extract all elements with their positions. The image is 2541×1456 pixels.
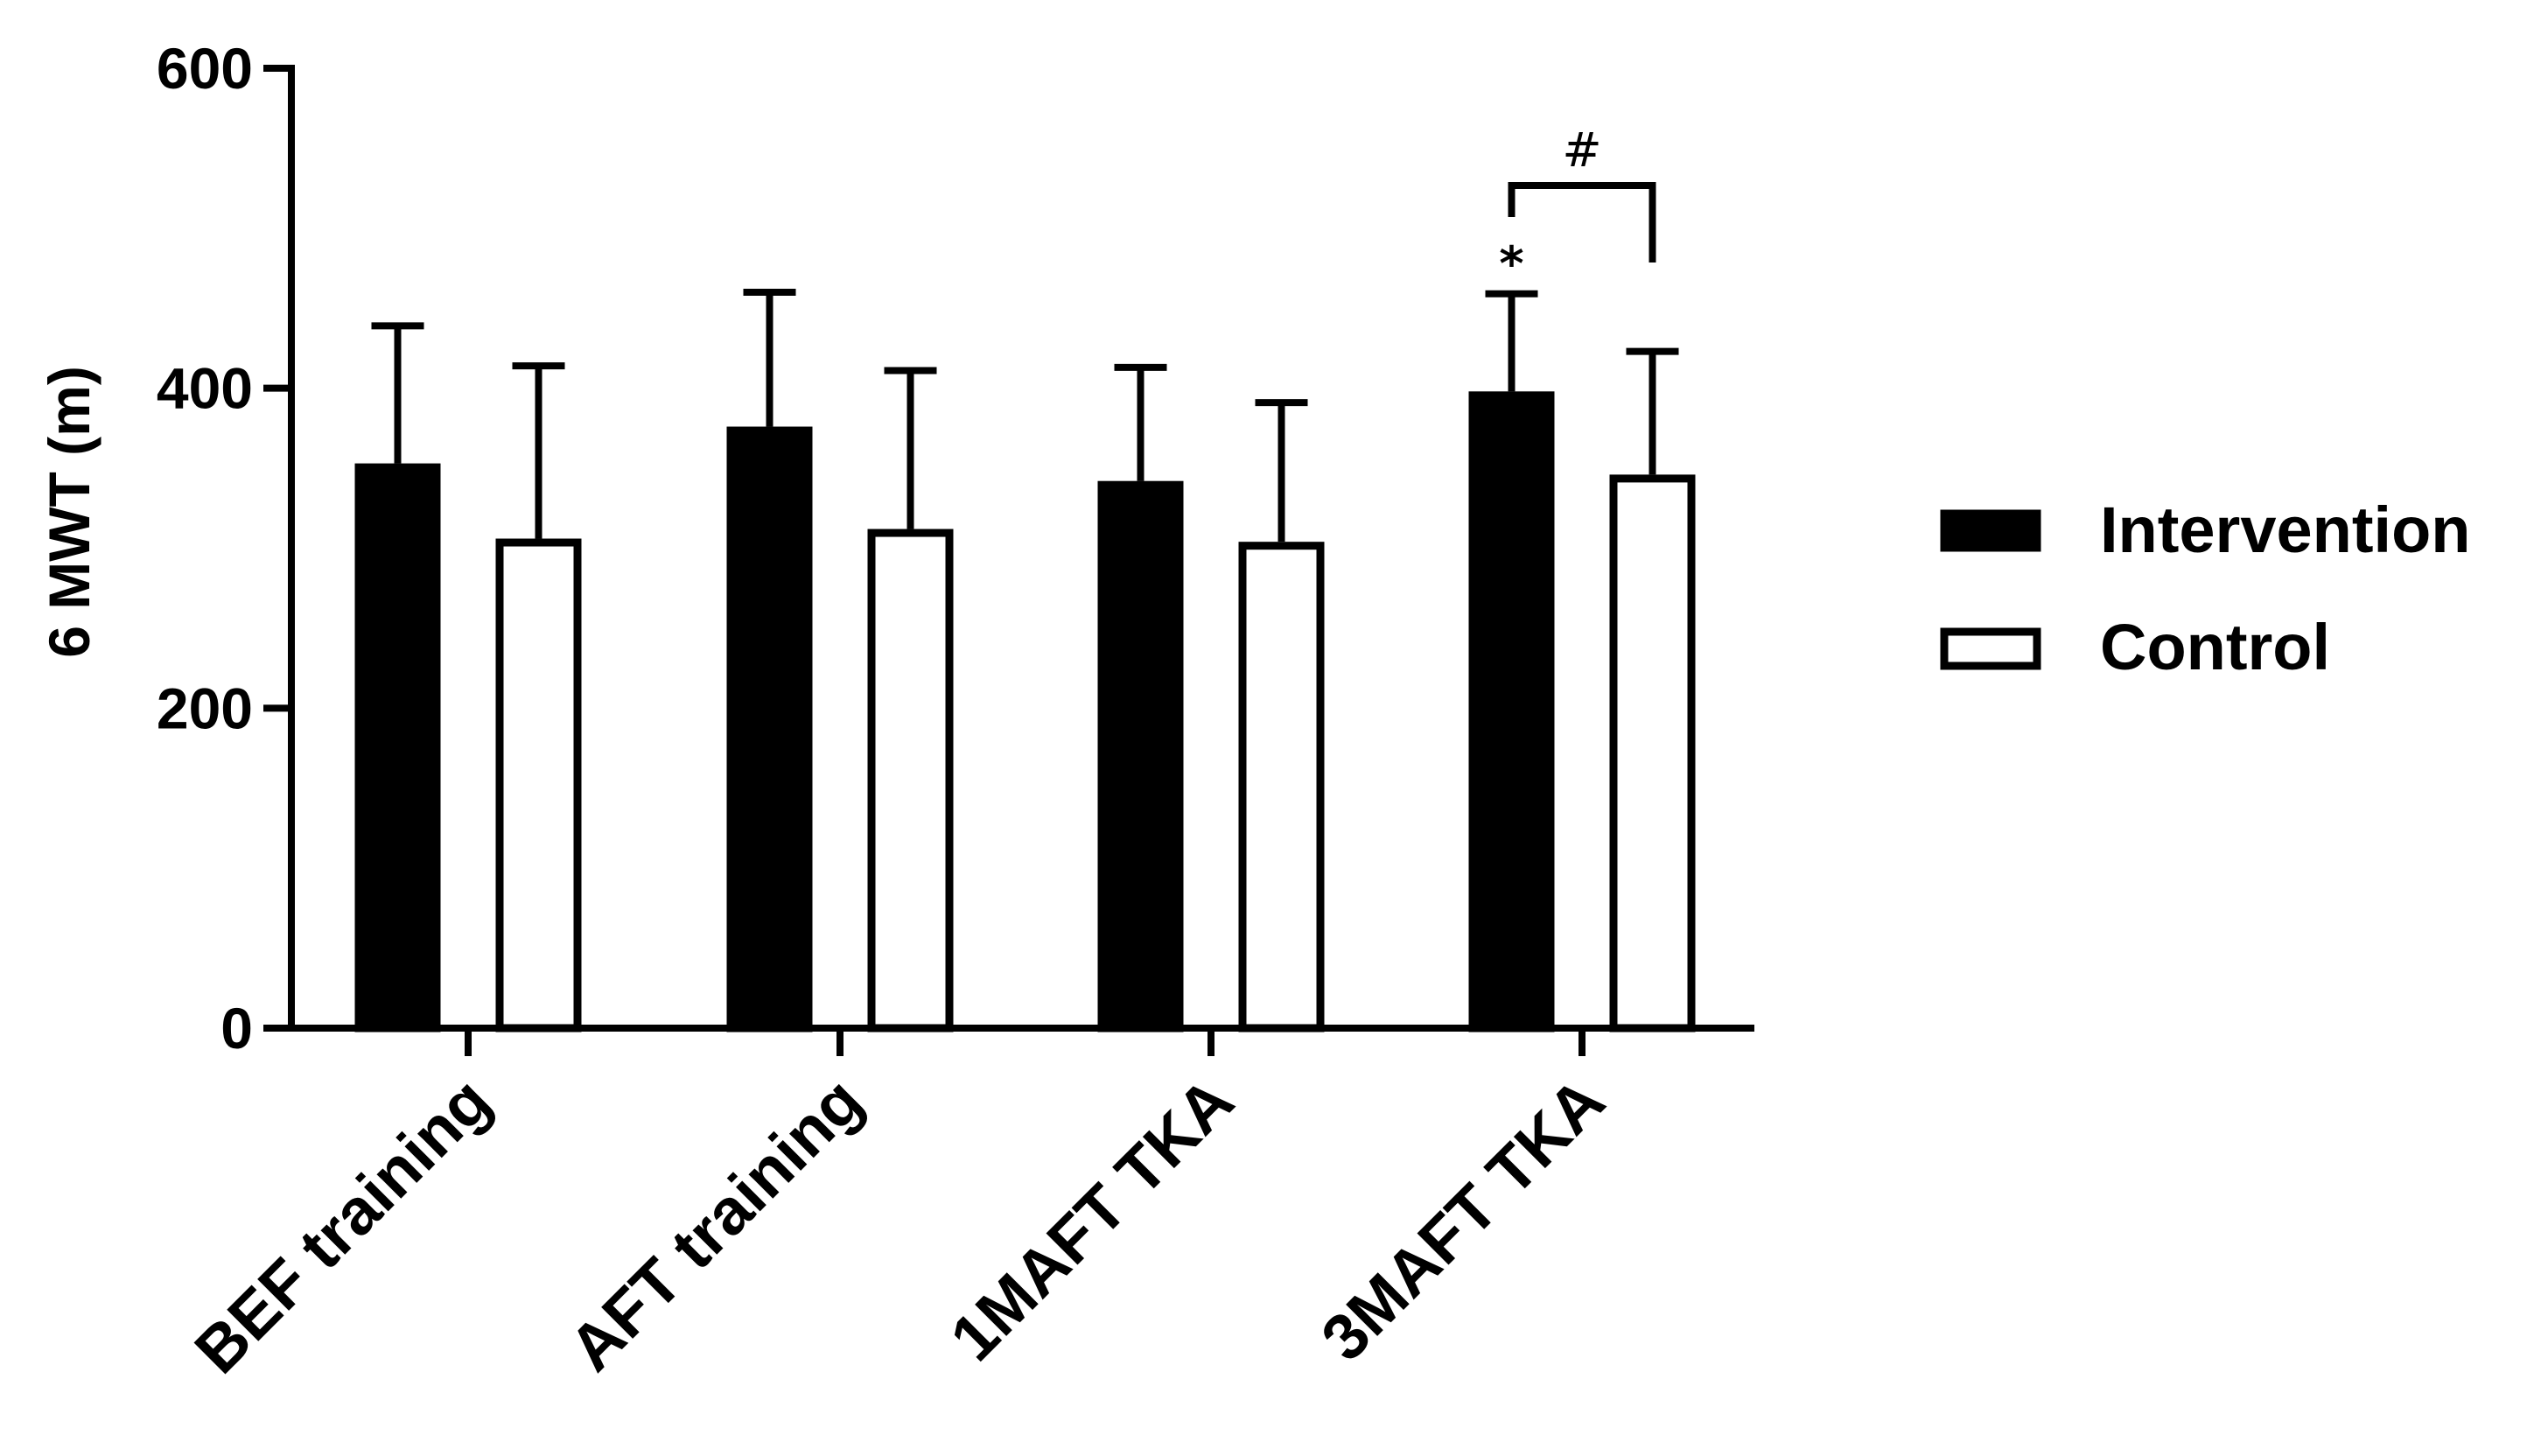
bar-control-0 (495, 538, 582, 1032)
bar-intervention-3 (1468, 391, 1555, 1032)
x-category-label-2: 1MAFT TKA (936, 1064, 1247, 1375)
y-tick-label-200: 200 (157, 676, 253, 740)
significance-bracket (1508, 182, 1656, 262)
annotations: *# (1499, 122, 1656, 291)
y-axis-title: 6 MWT (m) (37, 366, 102, 658)
y-tick-label-400: 400 (157, 356, 253, 421)
legend-swatch-intervention (1940, 509, 2041, 552)
bar-control-2 (1238, 542, 1325, 1032)
y-tick-label-600: 600 (157, 36, 253, 101)
error-bars (371, 288, 1679, 542)
legend-label-control: Control (2100, 611, 2330, 683)
annotation-star: * (1499, 236, 1523, 291)
y-tick-label-0: 0 (220, 996, 253, 1060)
legend: Intervention Control (1940, 494, 2470, 683)
bar-control-3 (1609, 474, 1696, 1032)
bars (354, 391, 1696, 1032)
bar-control-1 (867, 528, 954, 1032)
bar-intervention-0 (354, 463, 441, 1032)
legend-label-intervention: Intervention (2100, 494, 2470, 566)
x-category-label-3: 3MAFT TKA (1307, 1064, 1618, 1375)
x-category-label-0: BEF training (181, 1064, 505, 1388)
annotation-hash: # (1562, 122, 1601, 178)
x-category-label-1: AFT training (556, 1064, 877, 1385)
x-category-labels: BEF training AFT training 1MAFT TKA 3MAFT T… (181, 1064, 1619, 1388)
legend-swatch-control (1940, 627, 2041, 670)
y-tick-labels: 0 200 400 600 (157, 36, 253, 1060)
bar-intervention-1 (726, 426, 813, 1032)
bar-intervention-2 (1097, 480, 1184, 1032)
